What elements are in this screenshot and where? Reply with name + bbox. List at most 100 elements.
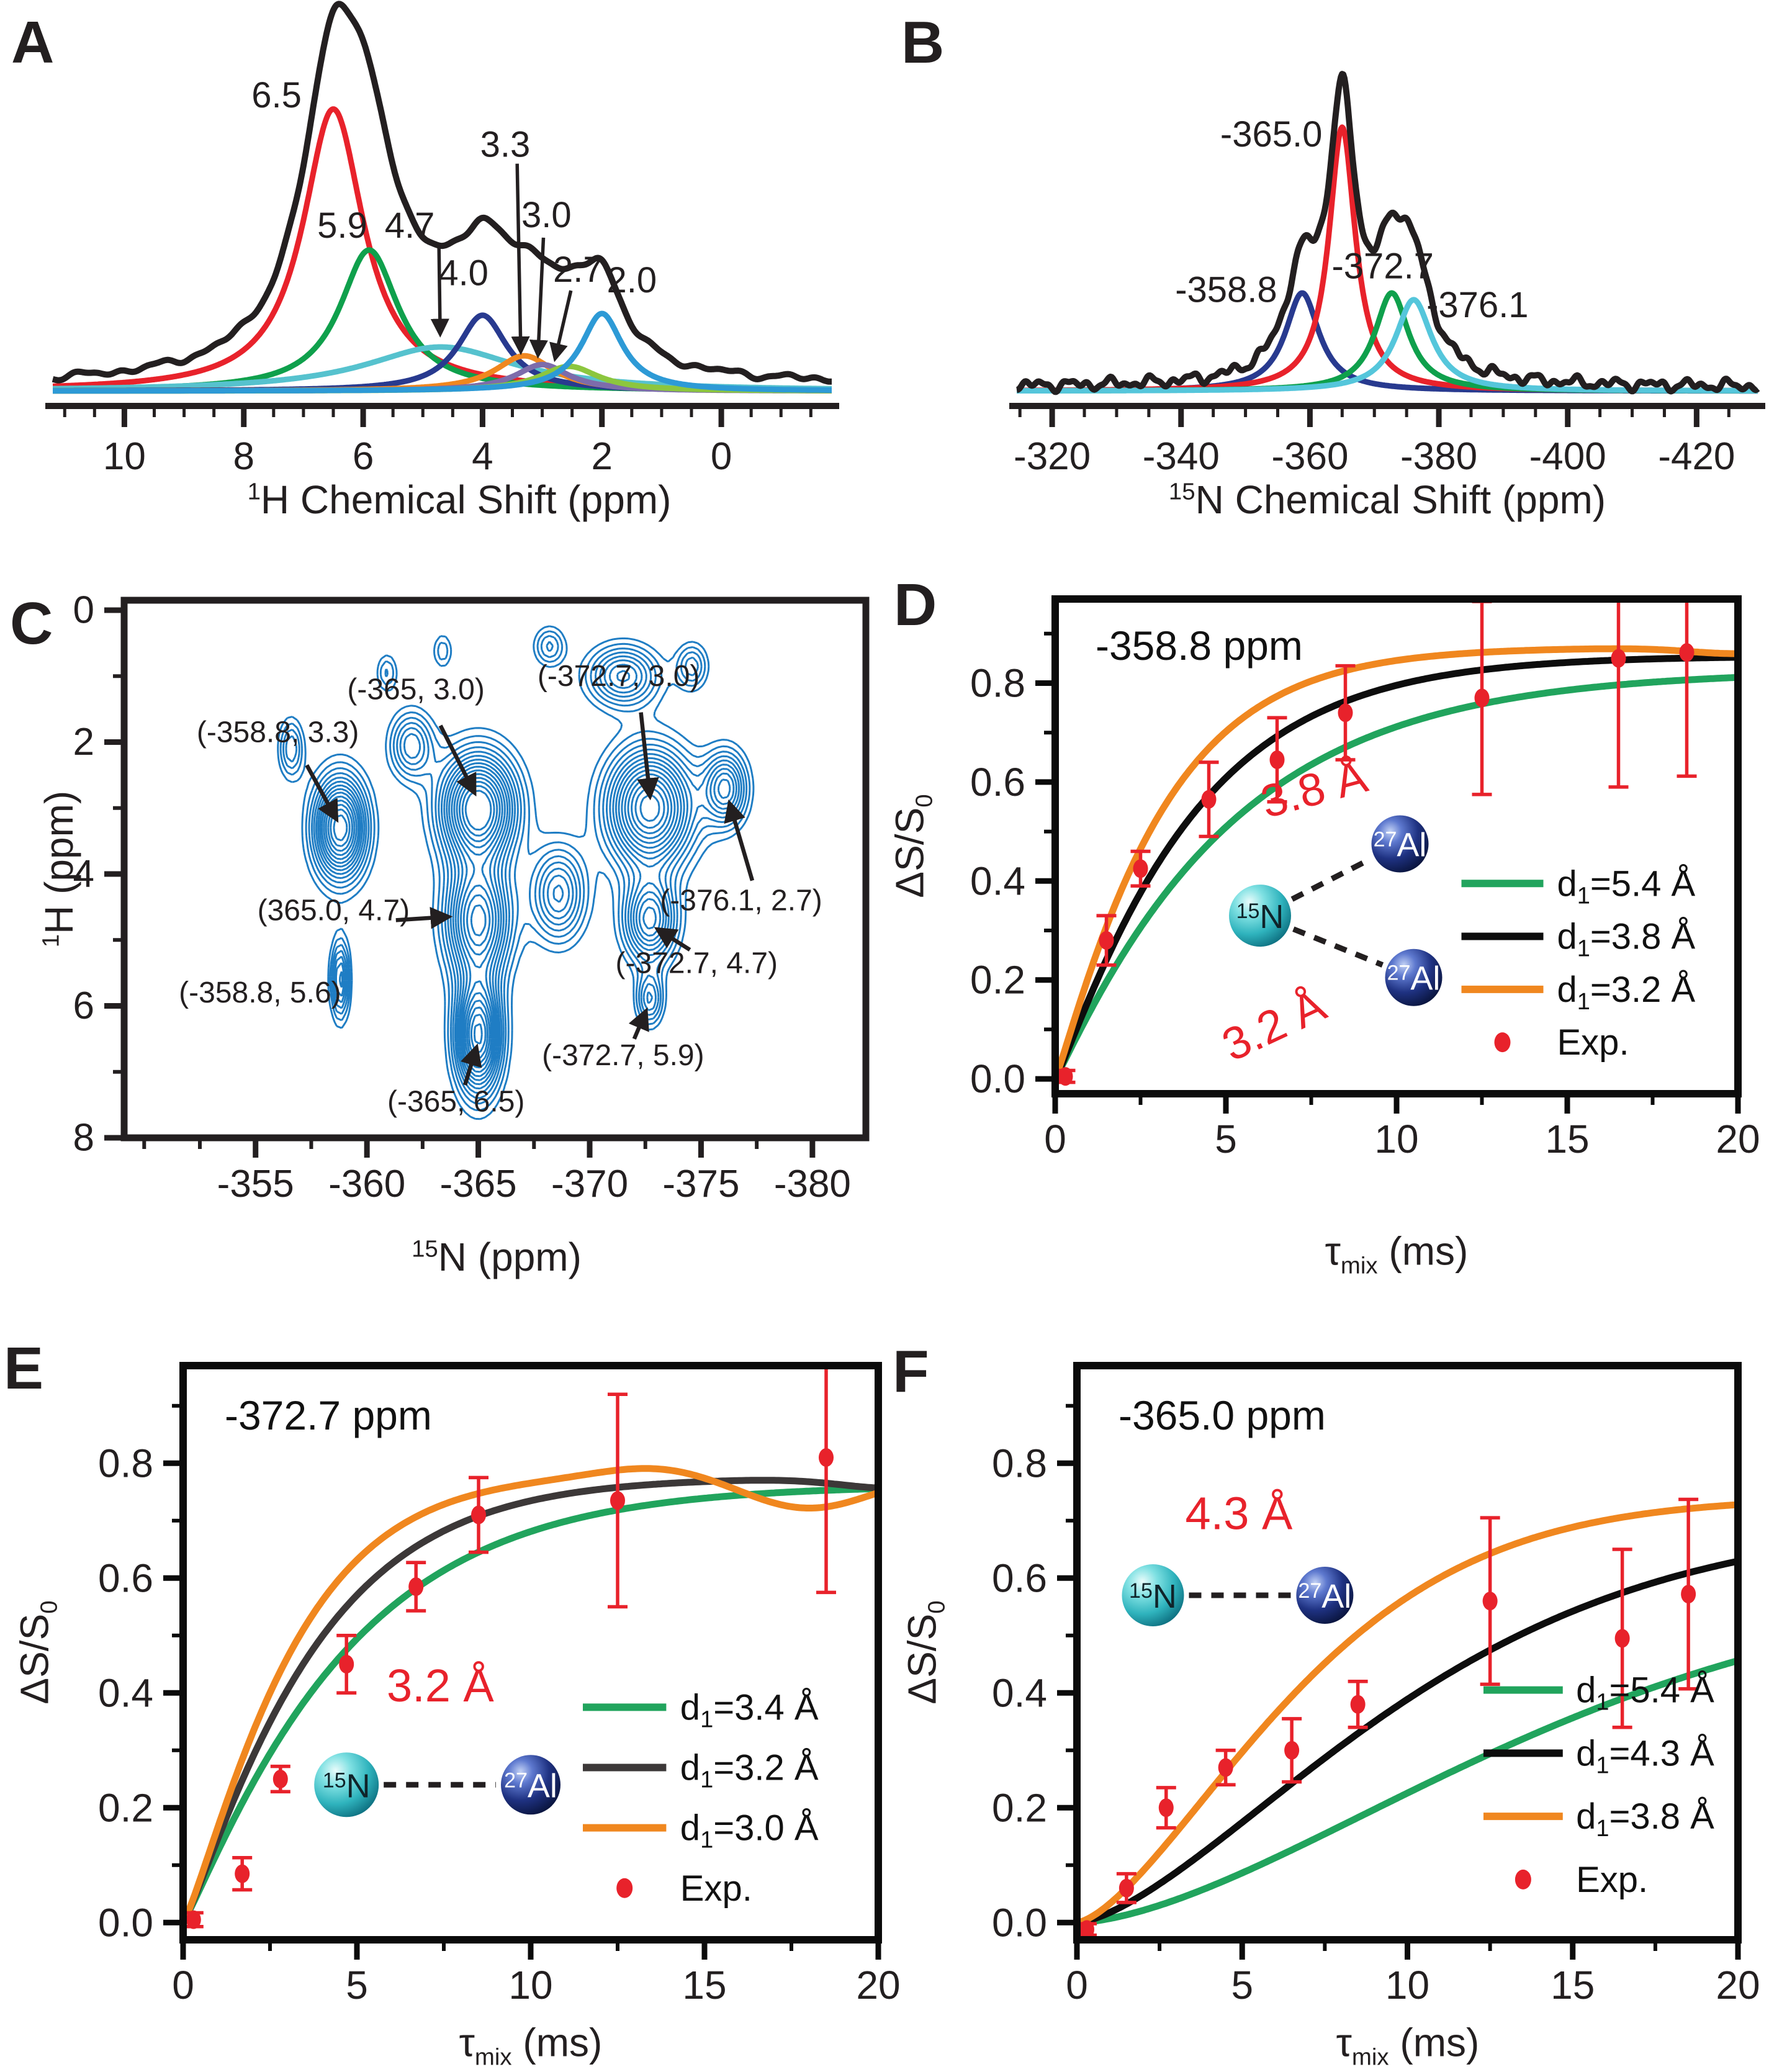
- panel-b-letter: B: [901, 9, 945, 76]
- panel-d-yaxis-label: ΔS/S0: [887, 794, 939, 898]
- svg-text:10: 10: [508, 1963, 552, 2007]
- panel-f-xaxis-sub: mix: [1351, 2043, 1389, 2071]
- panel-f-xaxis-tau: τ: [1336, 2020, 1352, 2065]
- svg-text:-320: -320: [1014, 435, 1091, 478]
- svg-text:15N: 15N: [1129, 1578, 1177, 1615]
- svg-text:15: 15: [682, 1963, 726, 2007]
- svg-text:0.6: 0.6: [970, 760, 1025, 804]
- svg-text:2: 2: [73, 721, 94, 763]
- panel-d-letter: D: [894, 572, 937, 638]
- panel-c-xaxis-text: N (ppm): [438, 1235, 582, 1279]
- svg-text:-340: -340: [1143, 435, 1220, 478]
- svg-text:0.0: 0.0: [970, 1056, 1025, 1101]
- svg-text:8: 8: [73, 1117, 94, 1160]
- svg-text:d1=3.8 Å: d1=3.8 Å: [1576, 1796, 1714, 1842]
- svg-text:4: 4: [472, 435, 493, 478]
- svg-text:-370: -370: [551, 1163, 628, 1205]
- svg-text:6: 6: [73, 984, 94, 1027]
- svg-text:2.0: 2.0: [607, 260, 657, 300]
- svg-text:0.8: 0.8: [98, 1441, 153, 1485]
- svg-text:0.4: 0.4: [98, 1670, 153, 1715]
- svg-text:-375: -375: [662, 1163, 739, 1205]
- panel-d-xaxis-tau: τ: [1325, 1228, 1341, 1274]
- svg-text:3.2 Å: 3.2 Å: [387, 1660, 494, 1711]
- svg-text:-376.1: -376.1: [1426, 285, 1528, 325]
- svg-text:0.0: 0.0: [992, 1900, 1047, 1945]
- svg-text:d1=5.4 Å: d1=5.4 Å: [1557, 863, 1696, 909]
- panel-a-xaxis-isotope: 1: [247, 478, 261, 505]
- svg-text:15N: 15N: [1236, 898, 1284, 935]
- svg-text:d1=3.4 Å: d1=3.4 Å: [680, 1687, 819, 1732]
- svg-text:-420: -420: [1658, 435, 1735, 478]
- svg-text:Exp.: Exp.: [1576, 1860, 1648, 1900]
- svg-text:5: 5: [1215, 1117, 1237, 1161]
- svg-text:d1=3.2 Å: d1=3.2 Å: [680, 1748, 819, 1793]
- panel-d-xaxis-sub: mix: [1340, 1252, 1378, 1279]
- panel-e-xaxis-unit: (ms): [511, 2020, 603, 2065]
- panel-c-xaxis-isotope: 15: [412, 1235, 438, 1263]
- svg-text:0: 0: [73, 588, 94, 631]
- panel-f-yaxis-text: ΔS/S: [899, 1613, 945, 1705]
- svg-text:-360: -360: [1271, 435, 1348, 478]
- panel-e-xaxis-label: τmix (ms): [459, 2020, 603, 2071]
- panel-b-xaxis-label: 15N Chemical Shift (ppm): [1169, 477, 1606, 523]
- svg-text:d1=4.3 Å: d1=4.3 Å: [1576, 1733, 1714, 1778]
- svg-text:27Al: 27Al: [1298, 1578, 1351, 1615]
- panel-f-title: -365.0 ppm: [1119, 1392, 1326, 1438]
- panel-a-xaxis-label: 1H Chemical Shift (ppm): [248, 477, 672, 523]
- svg-text:0.2: 0.2: [970, 958, 1025, 1002]
- svg-text:0.4: 0.4: [992, 1670, 1047, 1715]
- svg-text:(-376.1, 2.7): (-376.1, 2.7): [660, 884, 822, 917]
- svg-text:-400: -400: [1529, 435, 1606, 478]
- panel-d-yaxis-sub: 0: [911, 794, 938, 808]
- svg-text:4.3 Å: 4.3 Å: [1186, 1488, 1293, 1539]
- panel-f-letter: F: [893, 1338, 929, 1405]
- svg-text:(-365, 3.0): (-365, 3.0): [347, 673, 484, 706]
- svg-text:4.7: 4.7: [385, 205, 435, 246]
- svg-text:8: 8: [233, 435, 254, 478]
- panel-e-xaxis-tau: τ: [459, 2020, 475, 2065]
- svg-text:20: 20: [1716, 1963, 1760, 2007]
- svg-text:15N: 15N: [323, 1767, 371, 1804]
- panel-c-yaxis-isotope: 1: [37, 934, 65, 948]
- panel-c-yaxis-text: H (ppm): [37, 790, 81, 934]
- panel-e-yaxis-sub: 0: [35, 1600, 63, 1614]
- svg-text:2.7: 2.7: [553, 250, 603, 290]
- svg-text:-365: -365: [440, 1163, 517, 1205]
- svg-text:-358.8: -358.8: [1175, 270, 1277, 310]
- panel-f-xaxis-unit: (ms): [1389, 2020, 1480, 2065]
- svg-text:(-372.7, 4.7): (-372.7, 4.7): [616, 947, 778, 980]
- svg-text:0.4: 0.4: [970, 858, 1025, 903]
- panel-a-xaxis-text: H Chemical Shift (ppm): [260, 477, 672, 522]
- panel-f-yaxis-label: ΔS/S0: [899, 1600, 951, 1704]
- svg-text:(-365, 6.5): (-365, 6.5): [387, 1085, 524, 1118]
- svg-text:0.0: 0.0: [98, 1900, 153, 1945]
- svg-text:27Al: 27Al: [504, 1767, 557, 1804]
- svg-text:(-358.8, 3.3): (-358.8, 3.3): [197, 716, 359, 749]
- svg-text:27Al: 27Al: [1374, 827, 1427, 864]
- svg-text:0: 0: [711, 435, 732, 478]
- svg-text:27Al: 27Al: [1387, 960, 1441, 998]
- svg-text:d1=3.8 Å: d1=3.8 Å: [1557, 917, 1696, 962]
- panel-c-yaxis-label: 1H (ppm): [36, 791, 82, 947]
- svg-text:0: 0: [172, 1963, 194, 2007]
- svg-text:0.8: 0.8: [970, 660, 1025, 705]
- panel-c-xaxis-label: 15N (ppm): [412, 1234, 582, 1280]
- svg-text:d1=5.4 Å: d1=5.4 Å: [1576, 1670, 1714, 1716]
- panel-e-xaxis-sub: mix: [474, 2043, 512, 2071]
- svg-text:-380: -380: [1400, 435, 1477, 478]
- svg-text:20: 20: [1716, 1117, 1760, 1161]
- svg-text:5: 5: [346, 1963, 368, 2007]
- svg-text:(-358.8, 5.6): (-358.8, 5.6): [179, 976, 341, 1009]
- svg-text:-365.0: -365.0: [1220, 114, 1322, 155]
- panel-e-yaxis-label: ΔS/S0: [12, 1600, 63, 1704]
- svg-text:10: 10: [1385, 1963, 1429, 2007]
- svg-text:15: 15: [1545, 1117, 1589, 1161]
- panel-e-letter: E: [4, 1335, 44, 1402]
- svg-text:-380: -380: [774, 1163, 851, 1205]
- svg-text:-360: -360: [328, 1163, 405, 1205]
- svg-text:Exp.: Exp.: [680, 1868, 752, 1909]
- panel-f-xaxis-label: τmix (ms): [1336, 2020, 1480, 2071]
- panel-e-title: -372.7 ppm: [225, 1392, 432, 1438]
- svg-text:0.6: 0.6: [992, 1556, 1047, 1600]
